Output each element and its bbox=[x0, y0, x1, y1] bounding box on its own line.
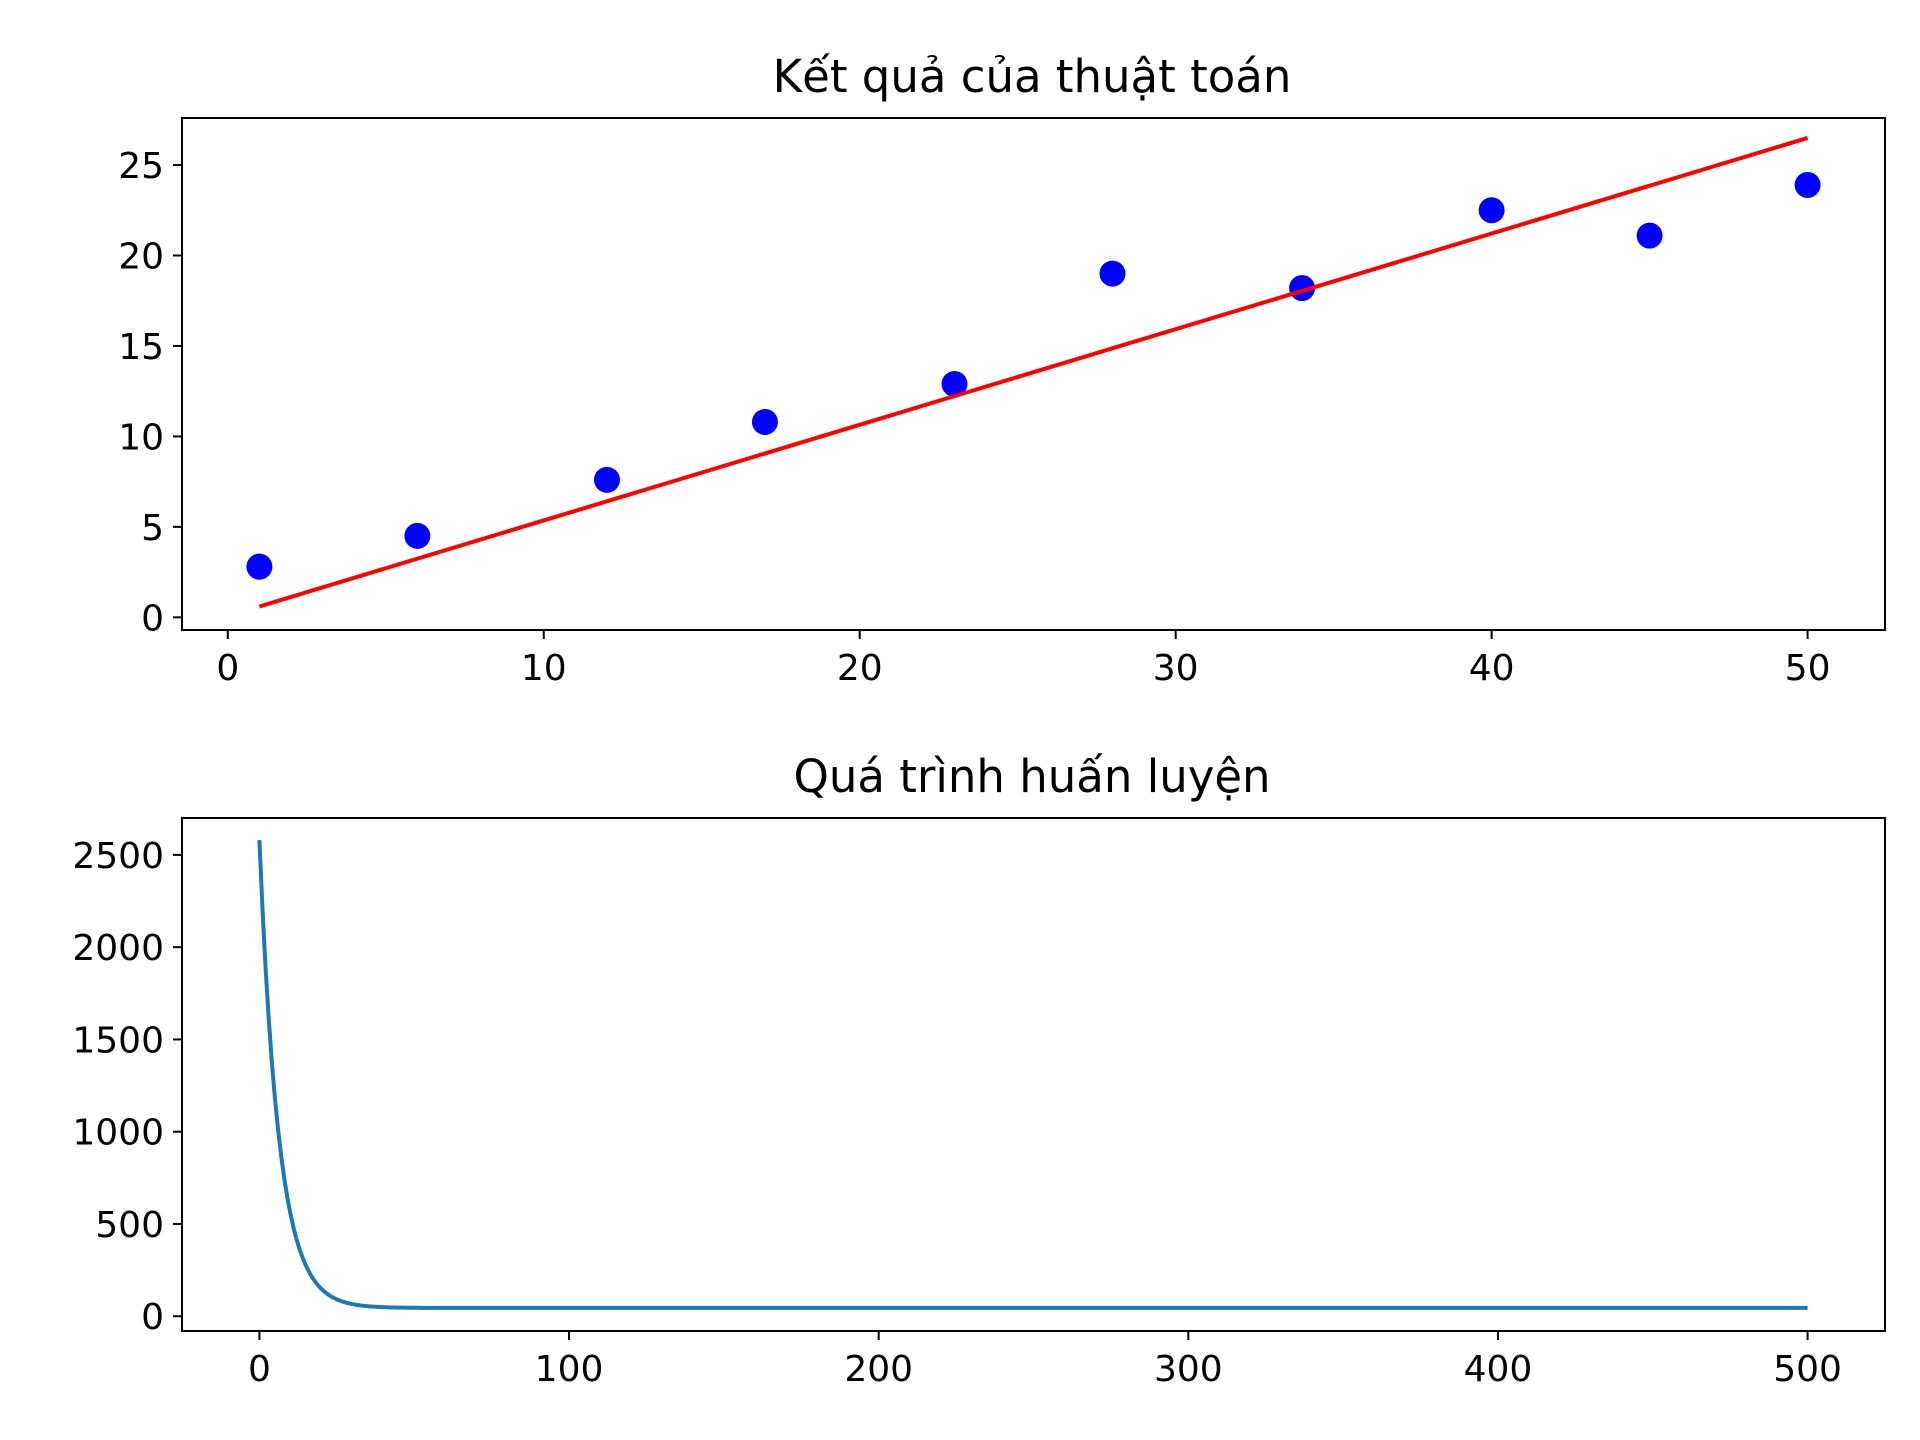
results-y-tick-label: 10 bbox=[118, 417, 164, 458]
training-panel: Quá trình huấn luyện 0 100 200 300 400 500 0 50… bbox=[72, 750, 1886, 1390]
training-y-tick-label: 1500 bbox=[72, 1020, 164, 1061]
data-point bbox=[1794, 171, 1821, 198]
training-x-tick-label: 500 bbox=[1773, 1349, 1842, 1390]
results-x-tick-label: 20 bbox=[837, 648, 883, 689]
training-title: Quá trình huấn luyện bbox=[793, 750, 1270, 803]
data-point bbox=[593, 466, 620, 493]
training-x-tick-label: 0 bbox=[248, 1349, 271, 1390]
training-y-tick-label: 2000 bbox=[72, 928, 164, 969]
training-y-tick-label: 2500 bbox=[72, 836, 164, 877]
results-x-tick-label: 30 bbox=[1153, 648, 1199, 689]
data-point bbox=[1636, 222, 1663, 249]
data-point bbox=[404, 522, 431, 549]
data-point bbox=[941, 370, 968, 397]
results-y-tick-label: 5 bbox=[141, 508, 164, 549]
training-y-tick-label: 0 bbox=[141, 1297, 164, 1338]
results-panel: Kết quả của thuật toán 0 10 20 30 40 50 0 5 10 15… bbox=[118, 50, 1886, 689]
results-x-tick-label: 10 bbox=[521, 648, 567, 689]
data-point bbox=[1478, 197, 1505, 224]
results-y-tick-label: 25 bbox=[118, 146, 164, 187]
results-y-tick-label: 20 bbox=[118, 236, 164, 277]
training-loss-line bbox=[257, 840, 1808, 1310]
training-y-tick-label: 1000 bbox=[72, 1113, 164, 1154]
training-x-tick-label: 400 bbox=[1464, 1349, 1533, 1390]
training-axes-frame bbox=[181, 817, 1886, 1332]
results-y-tick-label: 0 bbox=[141, 598, 164, 639]
results-title: Kết quả của thuật toán bbox=[773, 50, 1292, 103]
data-point bbox=[751, 408, 778, 435]
results-x-tick-label: 0 bbox=[216, 648, 239, 689]
results-axes-frame bbox=[181, 117, 1886, 631]
training-x-tick-label: 100 bbox=[535, 1349, 604, 1390]
data-point bbox=[246, 553, 273, 580]
results-y-tick-label: 15 bbox=[118, 327, 164, 368]
training-x-tick-label: 200 bbox=[844, 1349, 913, 1390]
results-x-tick-label: 40 bbox=[1469, 648, 1515, 689]
training-x-tick-label: 300 bbox=[1154, 1349, 1223, 1390]
results-x-tick-label: 50 bbox=[1785, 648, 1831, 689]
data-point bbox=[1099, 260, 1126, 287]
training-y-tick-label: 500 bbox=[95, 1205, 164, 1246]
regression-line bbox=[258, 135, 1809, 609]
